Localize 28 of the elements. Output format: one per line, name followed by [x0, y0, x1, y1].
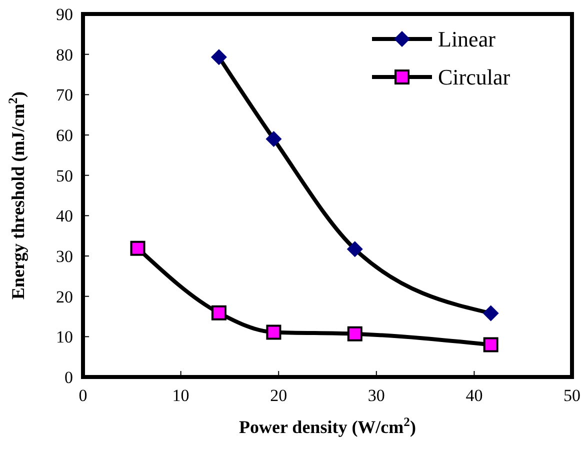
x-tick-label: 0 — [78, 386, 88, 405]
point — [266, 324, 282, 340]
x-tick-label: 20 — [270, 386, 288, 405]
point — [130, 240, 146, 256]
point — [210, 49, 227, 66]
y-tick-label: 50 — [56, 166, 73, 186]
y-tick-label: 20 — [56, 287, 73, 306]
x-axis-title: Power density (W/cm$^{2}$) — [239, 415, 416, 437]
point — [347, 326, 362, 342]
legend-label: Circular — [438, 64, 511, 90]
y-tick-label: 0 — [64, 368, 73, 387]
y-tick-label: 70 — [56, 86, 73, 105]
legend-label: Linear — [438, 26, 496, 52]
point — [211, 305, 226, 320]
point — [346, 241, 363, 258]
y-tick-label: 30 — [56, 246, 73, 266]
y-tick-label: 40 — [56, 206, 73, 226]
x-tick-label: 30 — [368, 386, 385, 405]
point — [266, 131, 282, 148]
x-tick-label: 40 — [466, 386, 483, 405]
y-tick-label: 80 — [56, 45, 73, 64]
point — [483, 337, 498, 352]
y-tick-label: 90 — [56, 4, 73, 24]
x-tick-label: 10 — [172, 386, 190, 405]
x-tick-label: 50 — [564, 386, 580, 405]
y-tick-label: 60 — [56, 126, 73, 145]
point — [482, 305, 499, 322]
y-tick-label: 10 — [56, 328, 73, 347]
